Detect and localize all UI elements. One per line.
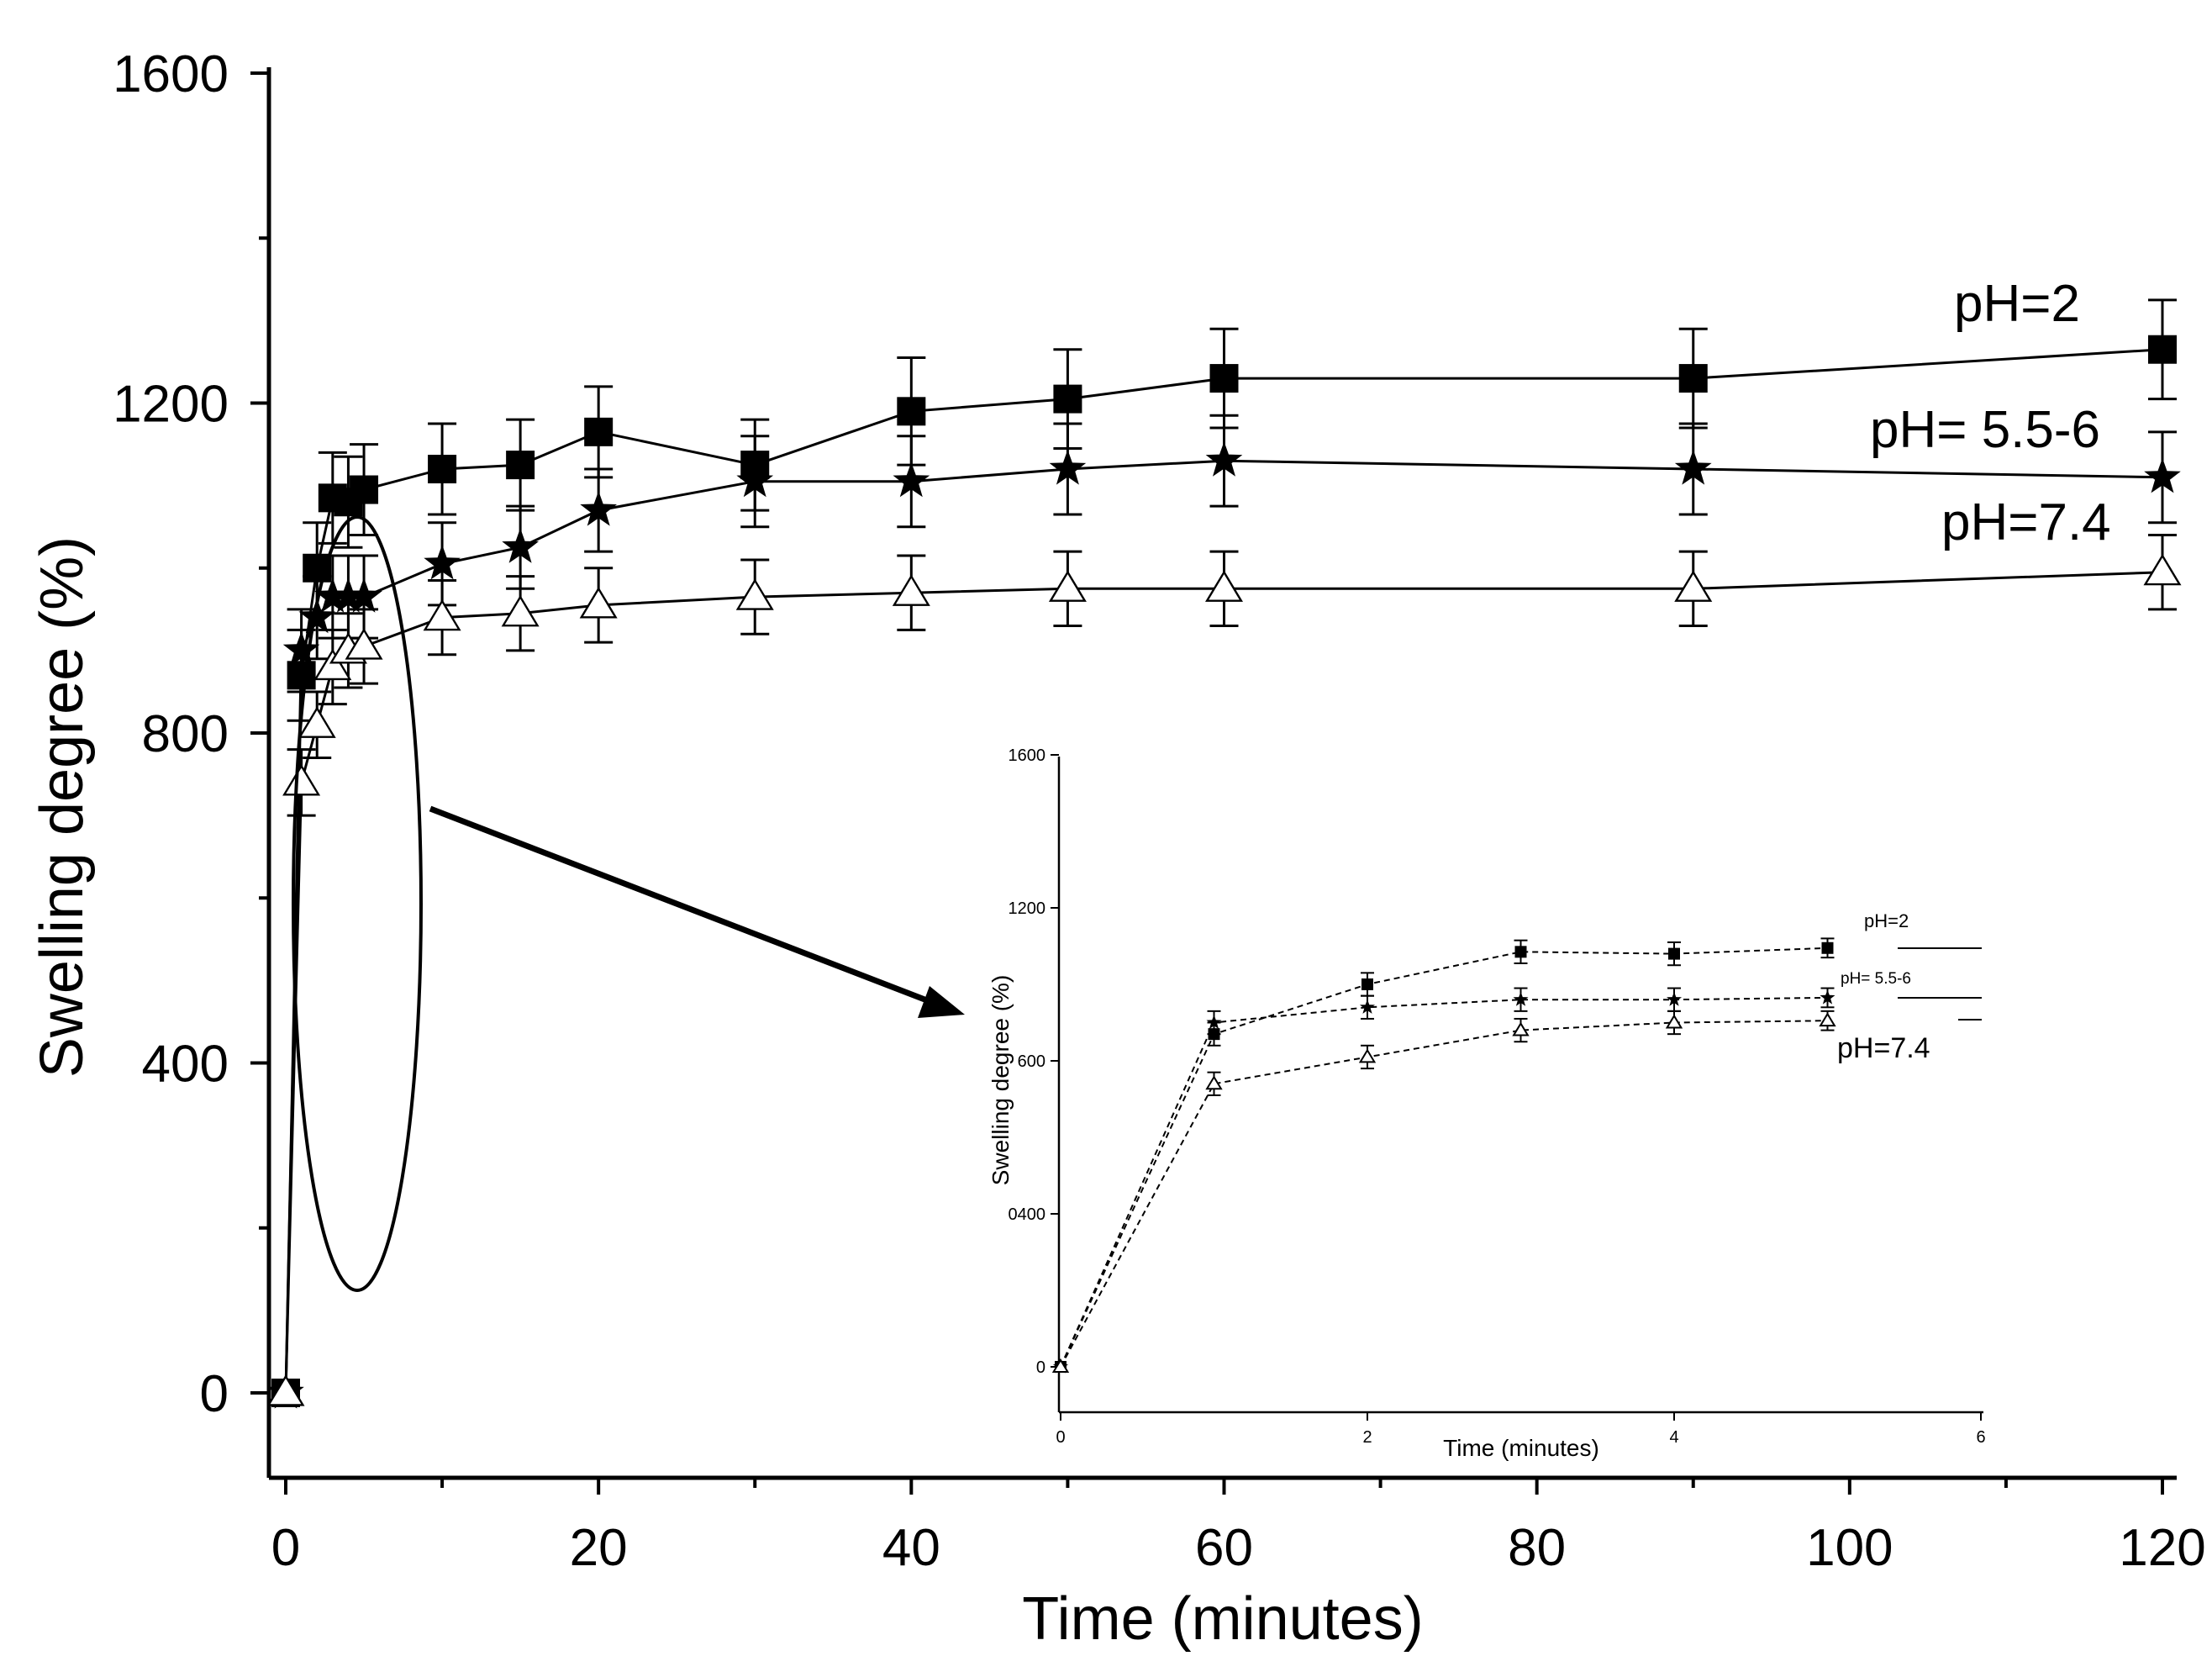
data-point	[1205, 441, 1243, 477]
inset-data-point	[1206, 1015, 1222, 1030]
data-point	[584, 417, 614, 446]
data-point	[266, 1374, 305, 1406]
zoom-ellipse	[292, 515, 423, 1292]
data-point	[1204, 570, 1244, 602]
inset-x-tick-label: 4	[1669, 1428, 1678, 1447]
inset-x-tick-label: 2	[1362, 1428, 1372, 1447]
data-point	[502, 528, 539, 563]
series-label: pH=7.4	[1941, 493, 2111, 551]
data-point	[579, 587, 618, 619]
inset-plot: 0 2 4 6 0 0400 600 1200 1600 pH=2 pH= 5.5-6 pH=7.4…	[988, 746, 1986, 1461]
data-point	[298, 598, 335, 634]
data-point	[501, 594, 540, 627]
data-point	[893, 461, 930, 498]
inset-series-line	[1060, 947, 1828, 1368]
x-tick-label: 80	[1508, 1519, 1566, 1577]
data-point	[314, 577, 351, 613]
x-tick-label: 100	[1806, 1519, 1893, 1577]
inset-data-point	[1665, 1014, 1683, 1029]
main-x-axis-title: Time (minutes)	[1022, 1585, 1423, 1653]
inset-data-point	[1821, 941, 1834, 954]
inset-y-tick-label: 0400	[1009, 1205, 1046, 1224]
x-tick-label: 40	[882, 1519, 940, 1577]
x-tick-label: 60	[1195, 1519, 1253, 1577]
data-point	[2143, 553, 2182, 586]
data-point	[897, 397, 926, 426]
data-point	[1209, 364, 1239, 393]
y-tick-label: 800	[142, 705, 229, 763]
inset-series-line	[1060, 1020, 1828, 1368]
inset-y-axis-title: Swelling degree (%)	[988, 975, 1014, 1186]
inset-data-point	[1820, 989, 1835, 1005]
inset-series-label: pH= 5.5-6	[1841, 970, 1911, 988]
inset-y-tick-label: 0	[1036, 1358, 1045, 1377]
main-series: pH=2 pH= 5.5-6 pH=7.4	[266, 275, 2182, 1409]
y-tick-label: 1200	[113, 376, 229, 434]
data-point	[282, 764, 321, 796]
data-point	[329, 577, 367, 613]
zoom-arrow-shaft	[429, 805, 933, 1005]
x-tick-label: 20	[570, 1519, 628, 1577]
data-point	[736, 461, 774, 498]
series-label: pH= 5.5-6	[1870, 401, 2100, 459]
data-point	[1053, 384, 1082, 414]
data-point	[2148, 335, 2177, 364]
inset-data-point	[1513, 991, 1529, 1006]
data-point	[350, 475, 379, 504]
inset-data-point	[1205, 1075, 1223, 1090]
inset-series: pH=2 pH= 5.5-6 pH=7.4	[1051, 910, 1982, 1374]
inset-x-axis-title: Time (minutes)	[1443, 1435, 1599, 1461]
series-label: pH=2	[1954, 275, 2080, 333]
main-y-axis-title: Swelling degree (%)	[29, 536, 96, 1078]
inset-data-point	[1051, 1358, 1070, 1373]
inset-data-point	[1361, 978, 1373, 990]
data-point	[2144, 457, 2181, 493]
data-point	[428, 455, 457, 483]
data-point	[1048, 570, 1087, 602]
inset-data-point	[1819, 1012, 1836, 1027]
inset-series-line	[1060, 996, 1828, 1368]
data-point	[424, 544, 461, 580]
inset-data-point	[1358, 1048, 1377, 1063]
data-point	[892, 574, 930, 606]
data-point	[1674, 570, 1713, 602]
inset-y-tick-label: 600	[1018, 1052, 1045, 1071]
inset-x-tick-label: 0	[1056, 1428, 1065, 1447]
data-point	[506, 451, 535, 480]
data-point	[313, 648, 352, 681]
data-point	[1049, 450, 1087, 485]
x-tick-label: 0	[271, 1519, 300, 1577]
inset-y-tick-label: 1600	[1009, 746, 1046, 765]
data-point	[423, 599, 461, 631]
y-tick-label: 0	[200, 1365, 229, 1423]
y-tick-label: 400	[142, 1036, 229, 1094]
data-point	[345, 577, 382, 613]
inset-data-point	[1514, 946, 1527, 958]
data-point	[345, 628, 383, 660]
inset-y-tick-label: 1200	[1009, 899, 1046, 918]
data-point	[282, 630, 320, 667]
inset-data-point	[1667, 991, 1682, 1006]
inset-ticks: 0 2 4 6 0 0400 600 1200 1600	[1009, 746, 1986, 1447]
data-point	[298, 706, 336, 738]
data-point	[1678, 364, 1708, 393]
inset-x-tick-label: 6	[1976, 1428, 1985, 1447]
inset-data-point	[1668, 947, 1680, 960]
data-point	[580, 491, 617, 526]
inset-series-label: pH=2	[1864, 910, 1909, 931]
y-tick-label: 1600	[113, 45, 229, 103]
inset-data-point	[1360, 999, 1375, 1014]
data-point	[1674, 450, 1712, 485]
inset-series-label: pH=7.4	[1837, 1032, 1930, 1064]
x-tick-label: 120	[2119, 1519, 2205, 1577]
inset-data-point	[1512, 1021, 1530, 1036]
data-point	[735, 578, 774, 610]
zoom-arrow-head	[918, 986, 965, 1018]
